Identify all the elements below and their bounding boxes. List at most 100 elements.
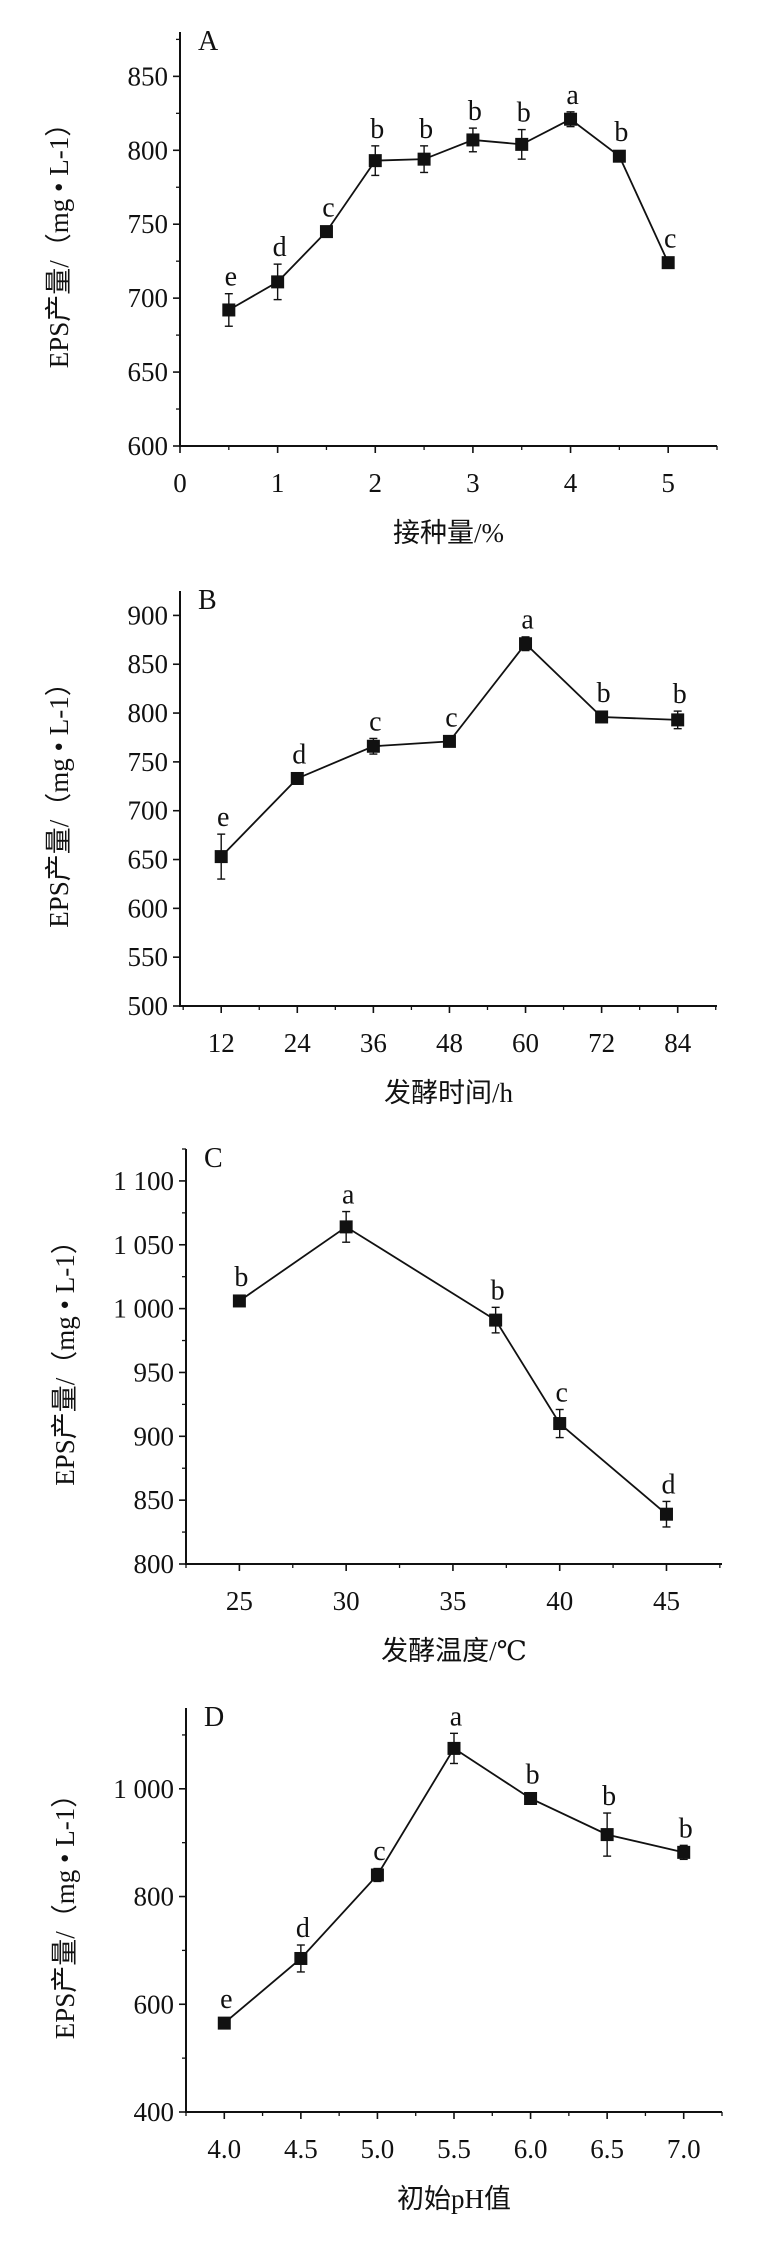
panel-label: A xyxy=(198,26,219,57)
significance-letter: b xyxy=(468,96,482,127)
data-point xyxy=(222,303,236,317)
data-point xyxy=(659,1507,673,1521)
x-tick-label: 0 xyxy=(173,468,187,498)
chart-panel-b: 500 550 600 650 700 750 800 850 900 12 24 36 48 60 72 8… xyxy=(44,585,717,1108)
significance-letter: d xyxy=(661,1469,675,1500)
y-tick-label: 1 000 xyxy=(113,1294,174,1324)
x-tick-label: 5.0 xyxy=(361,2134,395,2164)
x-tick-label: 3 xyxy=(466,468,480,498)
data-point xyxy=(339,1220,353,1234)
data-point xyxy=(553,1417,567,1431)
y-tick-label: 400 xyxy=(134,2097,175,2127)
y-tick-label: 850 xyxy=(128,649,169,679)
x-tick-label: 7.0 xyxy=(667,2134,701,2164)
y-tick-label: 650 xyxy=(128,357,169,387)
y-tick-label: 850 xyxy=(128,61,169,91)
significance-letter: b xyxy=(419,114,433,145)
data-point xyxy=(417,152,431,166)
y-tick-label: 1 100 xyxy=(113,1166,174,1196)
significance-letter: d xyxy=(273,232,287,263)
data-point xyxy=(600,1828,614,1842)
data-point xyxy=(595,710,609,724)
significance-letter: b xyxy=(526,1759,540,1790)
significance-letter: b xyxy=(491,1275,505,1306)
data-point xyxy=(232,1294,246,1308)
x-tick-label: 84 xyxy=(664,1028,692,1058)
significance-letter: c xyxy=(369,706,381,737)
significance-letter: e xyxy=(217,802,229,833)
y-tick-label: 800 xyxy=(134,1549,175,1579)
y-tick-label: 900 xyxy=(134,1421,175,1451)
y-tick-label: 1 050 xyxy=(113,1230,174,1260)
data-point xyxy=(290,771,304,785)
significance-letter: b xyxy=(679,1813,693,1844)
x-tick-label: 4.0 xyxy=(207,2134,241,2164)
x-tick-label: 25 xyxy=(226,1586,253,1616)
y-tick-label: 700 xyxy=(128,796,169,826)
significance-letter: d xyxy=(292,739,306,770)
y-tick-label: 800 xyxy=(128,698,169,728)
data-point xyxy=(370,1868,384,1882)
significance-letter: d xyxy=(296,1913,310,1944)
x-tick-label: 35 xyxy=(439,1586,466,1616)
x-tick-label: 1 xyxy=(271,468,285,498)
data-point xyxy=(489,1313,503,1327)
significance-letter: b xyxy=(234,1262,248,1293)
y-tick-label: 800 xyxy=(128,135,169,165)
significance-letter: a xyxy=(342,1180,355,1211)
x-tick-label: 24 xyxy=(284,1028,312,1058)
data-point xyxy=(661,256,675,270)
significance-letter: b xyxy=(673,679,687,710)
x-tick-label: 6.0 xyxy=(514,2134,548,2164)
data-point xyxy=(217,2016,231,2030)
data-point xyxy=(271,275,285,289)
x-tick-label: 5 xyxy=(661,468,675,498)
y-axis-label: EPS产量/（mg • L-1） xyxy=(44,669,74,927)
x-axis-label: 初始pH值 xyxy=(397,2184,511,2214)
x-tick-label: 6.5 xyxy=(590,2134,624,2164)
significance-letter: a xyxy=(521,605,534,636)
x-tick-label: 48 xyxy=(436,1028,463,1058)
chart-panel-a: 600 650 700 750 800 850 0 1 2 3 4 5 接种量/% EPS产量/（mg •… xyxy=(44,26,718,548)
significance-letter: e xyxy=(220,1984,232,2015)
y-tick-label: 600 xyxy=(128,431,169,461)
significance-letter: b xyxy=(614,117,628,148)
data-point xyxy=(447,1741,461,1755)
significance-letter: a xyxy=(450,1701,463,1732)
y-tick-label: 500 xyxy=(128,991,169,1021)
x-axis-label: 接种量/% xyxy=(393,518,504,548)
data-point xyxy=(515,137,529,151)
data-point xyxy=(564,112,578,126)
chart-panel-d: 400 600 800 1 000 4.0 4.5 5.0 5.5 6.0 6.5 7.0 初始pH值… xyxy=(50,1701,723,2214)
chart-panel-c: 800 850 900 950 1 000 1 050 1 100 25 30 35 40 45 发酵温… xyxy=(50,1143,722,1666)
panel-label: D xyxy=(204,1702,224,1733)
x-tick-label: 45 xyxy=(653,1586,680,1616)
data-point xyxy=(368,154,382,168)
y-tick-label: 550 xyxy=(128,942,169,972)
x-axis-label: 发酵时间/h xyxy=(384,1078,514,1108)
y-tick-label: 800 xyxy=(134,1882,175,1912)
y-tick-label: 600 xyxy=(128,893,169,923)
x-tick-label: 40 xyxy=(546,1586,573,1616)
data-point xyxy=(442,734,456,748)
x-tick-label: 30 xyxy=(333,1586,360,1616)
y-tick-label: 700 xyxy=(128,283,169,313)
significance-letter: b xyxy=(597,678,611,709)
x-tick-label: 2 xyxy=(369,468,383,498)
data-point xyxy=(612,149,626,163)
y-tick-label: 750 xyxy=(128,209,169,239)
data-point xyxy=(214,850,228,864)
significance-letter: b xyxy=(517,98,531,129)
x-tick-label: 4 xyxy=(564,468,578,498)
y-axis-label: EPS产量/（mg • L-1） xyxy=(50,1227,80,1485)
data-point xyxy=(294,1951,308,1965)
x-tick-label: 36 xyxy=(360,1028,387,1058)
y-tick-label: 650 xyxy=(128,845,169,875)
data-point xyxy=(671,713,685,727)
y-tick-label: 900 xyxy=(128,600,169,630)
panel-label: C xyxy=(204,1143,223,1174)
significance-letter: c xyxy=(664,224,676,255)
significance-letter: a xyxy=(566,80,579,111)
significance-letter: c xyxy=(322,193,334,224)
panel-label: B xyxy=(198,585,217,616)
